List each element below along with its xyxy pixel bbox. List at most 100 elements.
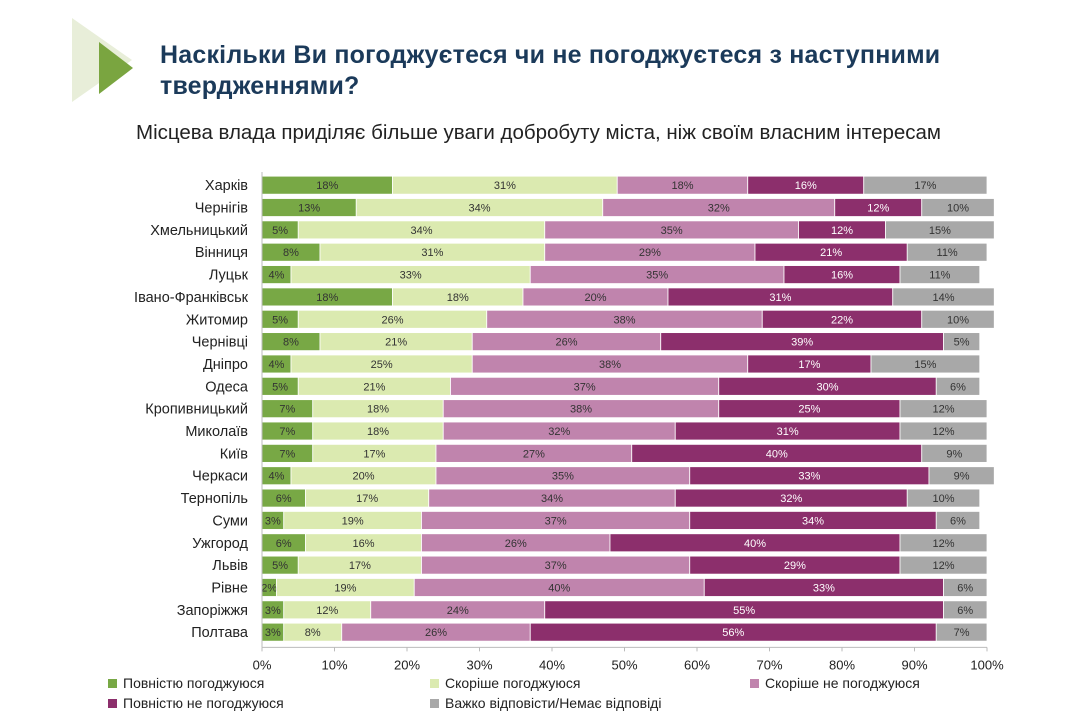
category-label: Полтава: [191, 625, 249, 641]
bar-segment: [935, 511, 981, 530]
data-label: 7%: [279, 448, 295, 460]
data-label: 12%: [932, 560, 954, 572]
bar-segment: [899, 265, 981, 284]
data-label: 24%: [447, 605, 469, 617]
data-label: 29%: [784, 560, 806, 572]
bar-segment: [935, 376, 981, 396]
data-label: 4%: [269, 471, 285, 483]
data-label: 12%: [867, 203, 889, 215]
category-label: Хмельницький: [150, 223, 248, 239]
category-label: Ужгород: [192, 536, 248, 552]
data-label: 33%: [798, 471, 820, 483]
data-label: 5%: [272, 314, 288, 326]
data-label: 30%: [816, 381, 838, 393]
data-label: 38%: [613, 314, 635, 326]
legend-swatch: [108, 698, 117, 708]
data-label: 40%: [744, 538, 766, 550]
data-label: 55%: [733, 605, 755, 617]
data-label: 26%: [425, 627, 447, 639]
bar-segment: [943, 600, 988, 620]
data-label: 12%: [932, 404, 954, 416]
data-label: 15%: [929, 225, 951, 237]
category-label: Львів: [212, 558, 248, 574]
data-label: 6%: [957, 605, 973, 617]
data-label: 17%: [363, 448, 385, 460]
x-tick-label: 10%: [321, 657, 347, 670]
data-label: 3%: [265, 515, 281, 527]
bar-segment: [870, 354, 981, 374]
data-label: 12%: [831, 225, 853, 237]
category-label: Луцьк: [209, 268, 249, 284]
category-label: Кропивницький: [145, 402, 248, 418]
data-label: 10%: [947, 314, 969, 326]
category-label: Миколаїв: [185, 424, 248, 440]
data-label: 17%: [349, 560, 371, 572]
x-tick-label: 70%: [756, 657, 782, 670]
data-label: 18%: [447, 292, 469, 304]
legend-label: Повністю погоджуюся: [123, 675, 265, 691]
data-label: 31%: [769, 292, 791, 304]
data-label: 3%: [265, 605, 281, 617]
data-label: 4%: [269, 270, 285, 282]
data-label: 13%: [298, 203, 320, 215]
bar-segment: [906, 488, 981, 508]
data-label: 19%: [334, 582, 356, 594]
data-label: 34%: [541, 493, 563, 505]
data-label: 26%: [505, 538, 527, 550]
data-label: 40%: [766, 448, 788, 460]
data-label: 56%: [722, 627, 744, 639]
data-label: 16%: [352, 538, 374, 550]
data-label: 17%: [914, 180, 936, 192]
data-label: 19%: [342, 515, 364, 527]
data-label: 9%: [954, 471, 970, 483]
bar-segment: [899, 555, 988, 575]
data-label: 33%: [813, 582, 835, 594]
data-label: 5%: [272, 225, 288, 237]
data-label: 39%: [791, 337, 813, 349]
data-label: 6%: [950, 515, 966, 527]
data-label: 17%: [798, 359, 820, 371]
data-label: 32%: [780, 493, 802, 505]
page-title: Наскільки Ви погоджуєтеся чи не погоджує…: [160, 41, 941, 100]
data-label: 8%: [283, 247, 299, 259]
stacked-bar-chart: Харків 18% 31% 18% 16% 17%Чернігів 13% 34% 32% 12…: [134, 172, 1004, 670]
data-label: 12%: [932, 426, 954, 438]
data-label: 31%: [421, 247, 443, 259]
data-label: 26%: [555, 337, 577, 349]
data-label: 34%: [410, 225, 432, 237]
data-label: 34%: [468, 203, 490, 215]
bar-segment: [928, 466, 995, 486]
category-label: Київ: [220, 446, 249, 462]
x-tick-label: 20%: [394, 657, 420, 670]
legend-label: Скоріше погоджуюся: [445, 675, 581, 691]
bar-segment: [921, 198, 995, 217]
data-label: 18%: [316, 292, 338, 304]
data-label: 32%: [708, 203, 730, 215]
data-label: 38%: [570, 404, 592, 416]
data-label: 20%: [352, 471, 374, 483]
legend-item: Повністю погоджуюся: [108, 675, 264, 691]
data-label: 6%: [276, 493, 292, 505]
logo-arrow-icon: [72, 18, 133, 102]
data-label: 15%: [914, 359, 936, 371]
legend-label: Повністю не погоджуюся: [123, 695, 284, 711]
data-label: 9%: [946, 448, 962, 460]
bar-segment: [899, 399, 988, 419]
legend-item: Повністю не погоджуюся: [108, 695, 284, 711]
data-label: 40%: [548, 582, 570, 594]
category-label: Дніпро: [203, 357, 248, 373]
x-tick-label: 30%: [466, 657, 492, 670]
legend-label: Скоріше не погоджуюся: [765, 675, 920, 691]
data-label: 18%: [367, 426, 389, 438]
data-label: 37%: [545, 560, 567, 572]
bar-segment: [863, 175, 988, 195]
bar-segment: [921, 309, 995, 329]
bar-segment: [899, 421, 988, 441]
data-label: 12%: [316, 605, 338, 617]
data-label: 12%: [932, 538, 954, 550]
bar-segment: [892, 287, 995, 307]
data-label: 8%: [283, 337, 299, 349]
data-label: 6%: [276, 538, 292, 550]
data-label: 8%: [305, 627, 321, 639]
data-label: 27%: [523, 448, 545, 460]
